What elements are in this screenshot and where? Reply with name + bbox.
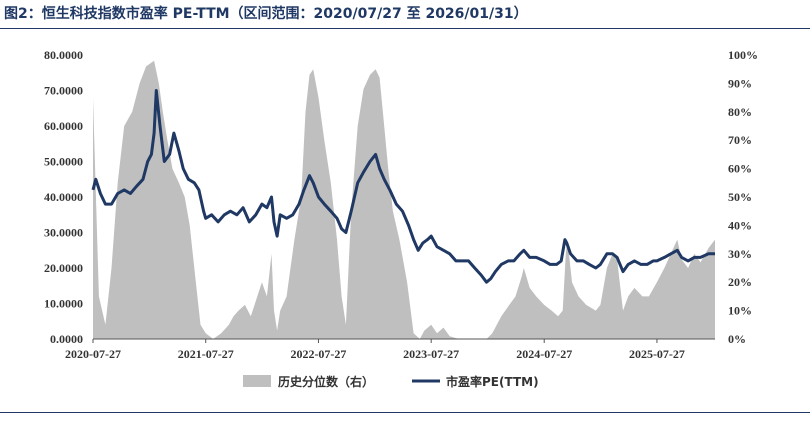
axis-layer: 0.0000 10.0000 20.0000 30.0000 40.0000 50.000… [44, 48, 758, 361]
y-right-tick-label: 10% [728, 304, 752, 318]
y-right-tick-label: 80% [728, 105, 752, 119]
area-layer [93, 60, 715, 339]
y-left-tick-label: 70.0000 [44, 84, 83, 98]
y-left-tick-label: 80.0000 [44, 48, 83, 62]
y-right-tick-label: 60% [728, 162, 752, 176]
y-right-tick-label: 90% [728, 76, 752, 90]
pe-ttm-line [91, 89, 715, 284]
y-right-tick-label: 70% [728, 133, 752, 147]
y-left-tick-label: 50.0000 [44, 155, 83, 169]
y-left-tick-label: 0.0000 [50, 332, 83, 346]
y-right-tick-label: 100% [728, 48, 758, 62]
x-tick-label: 2023-07-27 [403, 347, 459, 361]
y-right-tick-label: 20% [728, 275, 752, 289]
y-left-tick-label: 40.0000 [44, 190, 83, 204]
x-tick-label: 2024-07-27 [516, 347, 572, 361]
legend-swatch-area [243, 375, 271, 387]
percentile-area [93, 60, 715, 339]
y-right-tick-label: 30% [728, 247, 752, 261]
page-title: 图2：恒生科技指数市盈率 PE-TTM（区间范围：2020/07/27 至 20… [4, 6, 528, 22]
y-right-tick-label: 50% [728, 190, 752, 204]
y-left-tick-label: 60.0000 [44, 119, 83, 133]
y-left-tick-label: 10.0000 [44, 297, 83, 311]
y-right-tick-label: 40% [728, 218, 752, 232]
legend-label-area: 历史分位数（右） [278, 374, 374, 389]
y-right-tick-label: 0% [728, 332, 746, 346]
legend: 历史分位数（右） 市盈率PE(TTM) [243, 374, 539, 389]
bottom-rule [0, 412, 810, 413]
y-left-tick-label: 20.0000 [44, 261, 83, 275]
y-left-tick-label: 30.0000 [44, 226, 83, 240]
x-tick-label: 2025-07-27 [629, 347, 685, 361]
x-tick-label: 2020-07-27 [65, 347, 121, 361]
legend-label-line: 市盈率PE(TTM) [446, 374, 539, 389]
top-rule [0, 28, 810, 29]
x-tick-label: 2022-07-27 [290, 347, 346, 361]
line-layer [91, 89, 715, 284]
x-tick-label: 2021-07-27 [178, 347, 234, 361]
